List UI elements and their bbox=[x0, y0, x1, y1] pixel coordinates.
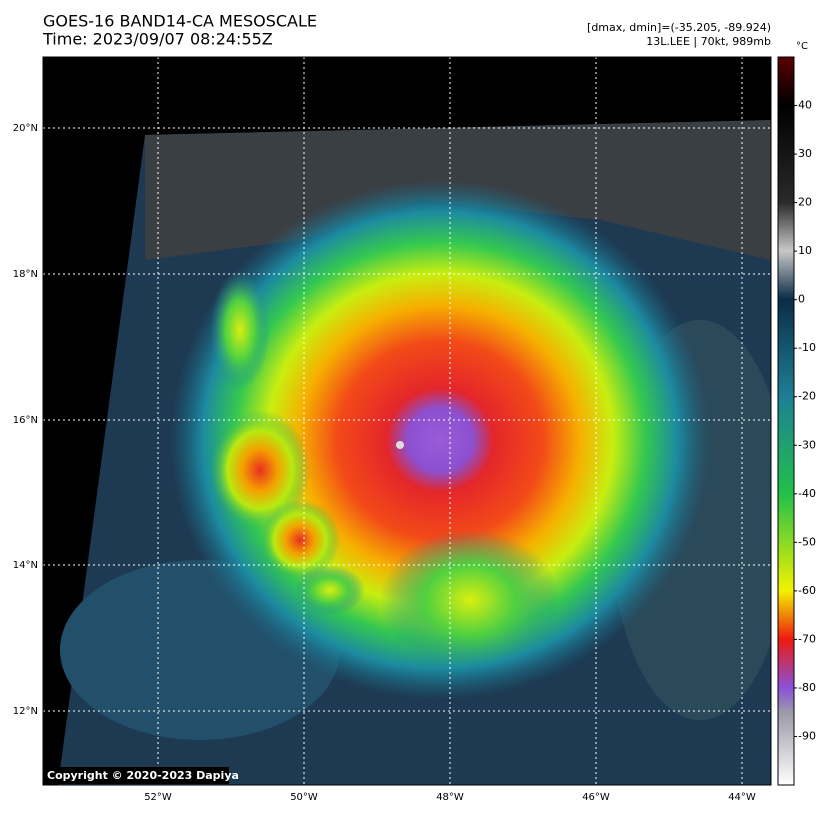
lon-label: 48°W bbox=[436, 792, 464, 803]
title: GOES-16 BAND14-CA MESOSCALE bbox=[43, 12, 317, 31]
lon-label: 44°W bbox=[728, 792, 756, 803]
colorbar-tick-label: -60 bbox=[798, 584, 816, 597]
colorbar-tick-label: -50 bbox=[798, 535, 816, 548]
colorbar-unit: °C bbox=[796, 41, 808, 52]
colorbar-tick-label: -80 bbox=[798, 681, 816, 694]
colorbar-tick-label: 40 bbox=[798, 99, 812, 112]
colorbar-tick-label: 0 bbox=[798, 293, 805, 306]
colorbar-tick-label: -10 bbox=[798, 341, 816, 354]
info: 13L.LEE | 70kt, 989mb bbox=[646, 35, 771, 48]
colorbar-tick-label: 30 bbox=[798, 147, 812, 160]
colorbar-tick-label: 20 bbox=[798, 196, 812, 209]
lat-label: 14°N bbox=[13, 560, 38, 571]
lon-label: 52°W bbox=[144, 792, 172, 803]
lat-label: 12°N bbox=[13, 706, 38, 717]
lon-label: 50°W bbox=[290, 792, 318, 803]
satellite-image bbox=[43, 57, 771, 785]
time: Time: 2023/09/07 08:24:55Z bbox=[42, 30, 273, 49]
copyright-box bbox=[45, 767, 229, 784]
lat-label: 18°N bbox=[13, 269, 38, 280]
colorbar bbox=[777, 56, 795, 786]
colorbar-tick-label: 10 bbox=[798, 244, 812, 257]
copyright: Copyright © 2020-2023 Dapiya bbox=[47, 769, 239, 782]
colorbar-tick-label: -90 bbox=[798, 729, 816, 742]
lat-label: 16°N bbox=[13, 415, 38, 426]
info: [dmax, dmin]=(-35.205, -89.924) bbox=[587, 21, 771, 34]
map-frame bbox=[42, 56, 772, 786]
colorbar-tick-label: -40 bbox=[798, 487, 816, 500]
colorbar-tick-label: -20 bbox=[798, 390, 816, 403]
colorbar-tick-label: -70 bbox=[798, 632, 816, 645]
colorbar-tick-label: -30 bbox=[798, 438, 816, 451]
lat-label: 20°N bbox=[13, 123, 38, 134]
lon-label: 46°W bbox=[582, 792, 610, 803]
